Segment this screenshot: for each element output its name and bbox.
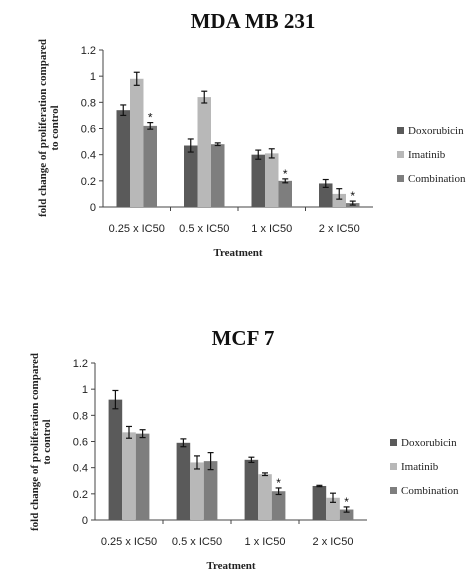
y-tick-label: 0.4	[73, 463, 88, 475]
x-tick-label: 1 x IC50	[245, 536, 286, 548]
y-tick-label: 0	[82, 515, 88, 527]
bar	[135, 433, 150, 520]
legend-swatch	[390, 463, 397, 470]
y-axis-label: fold change of proliferation comparedto …	[37, 39, 61, 217]
x-tick-label: 0.25 x IC50	[101, 536, 157, 548]
bar	[176, 442, 191, 520]
legend-label: Imatinib	[408, 149, 446, 161]
y-axis-label: fold change of proliferation comparedto …	[29, 353, 53, 531]
y-tick-label: 0.6	[73, 437, 88, 449]
x-tick-label: 2 x IC50	[313, 536, 354, 548]
chart-title: MCF 7	[212, 326, 275, 350]
bar	[251, 154, 265, 207]
legend-label: Doxorubicin	[408, 125, 464, 137]
y-tick-label: 1.2	[81, 45, 96, 57]
legend-swatch	[390, 487, 397, 494]
bar	[211, 144, 225, 207]
y-tick-label: 1	[90, 71, 96, 83]
chart-1: MDA MB 231 0 0.2 0.4 0.6 0.8 1 1.2 fold change o…	[37, 9, 466, 259]
legend-swatch	[390, 439, 397, 446]
y-axis-label-line: fold change of proliferation compared	[29, 353, 41, 531]
bar	[332, 193, 346, 207]
x-axis-label: Treatment	[213, 247, 262, 259]
bar	[319, 183, 333, 207]
chart-title: MDA MB 231	[191, 9, 316, 33]
chart-2: MCF 7 0 0.2 0.4 0.6 0.8 1 1.2 fold change of pro…	[29, 326, 459, 572]
y-tick-label: 0.8	[81, 97, 96, 109]
legend-label: Combination	[408, 173, 466, 185]
x-tick-label: 0.5 x IC50	[172, 536, 222, 548]
significance-marker: *	[350, 189, 355, 203]
x-axis-label: Treatment	[206, 560, 255, 572]
y-axis-label-line: to control	[49, 105, 61, 150]
significance-marker: *	[148, 111, 153, 125]
x-tick-label: 1 x IC50	[251, 223, 292, 235]
y-tick-label: 0.2	[81, 176, 96, 188]
bar	[258, 474, 272, 520]
bar	[326, 497, 340, 520]
significance-marker: *	[276, 476, 281, 490]
legend-swatch	[397, 151, 404, 158]
legend-label: Combination	[401, 485, 459, 497]
bar	[197, 97, 211, 207]
y-tick-label: 1.2	[73, 358, 88, 370]
bar	[116, 110, 130, 207]
y-axis-label-line: to control	[41, 419, 53, 464]
bar	[122, 432, 136, 520]
y-tick-label: 1	[82, 384, 88, 396]
bar	[108, 399, 123, 520]
bar	[265, 153, 279, 207]
bar	[312, 485, 327, 520]
significance-marker: *	[283, 167, 288, 181]
legend-label: Imatinib	[401, 461, 439, 473]
bar	[190, 462, 204, 520]
x-tick-label: 2 x IC50	[319, 223, 360, 235]
x-tick-label: 0.25 x IC50	[109, 223, 165, 235]
bar	[184, 145, 198, 207]
y-tick-label: 0.2	[73, 489, 88, 501]
y-tick-label: 0.6	[81, 124, 96, 136]
y-tick-label: 0.4	[81, 150, 96, 162]
bar	[278, 180, 292, 207]
significance-marker: *	[344, 495, 349, 509]
bar	[203, 461, 218, 520]
x-tick-label: 0.5 x IC50	[179, 223, 229, 235]
y-axis-label-line: fold change of proliferation compared	[37, 39, 49, 217]
bar	[143, 125, 157, 207]
legend-swatch	[397, 175, 404, 182]
legend-label: Doxorubicin	[401, 437, 457, 449]
bar	[271, 491, 286, 520]
y-tick-label: 0.8	[73, 410, 88, 422]
bar	[244, 459, 259, 520]
bar	[130, 78, 144, 208]
legend-swatch	[397, 127, 404, 134]
bar	[339, 509, 354, 520]
y-tick-label: 0	[90, 202, 96, 214]
